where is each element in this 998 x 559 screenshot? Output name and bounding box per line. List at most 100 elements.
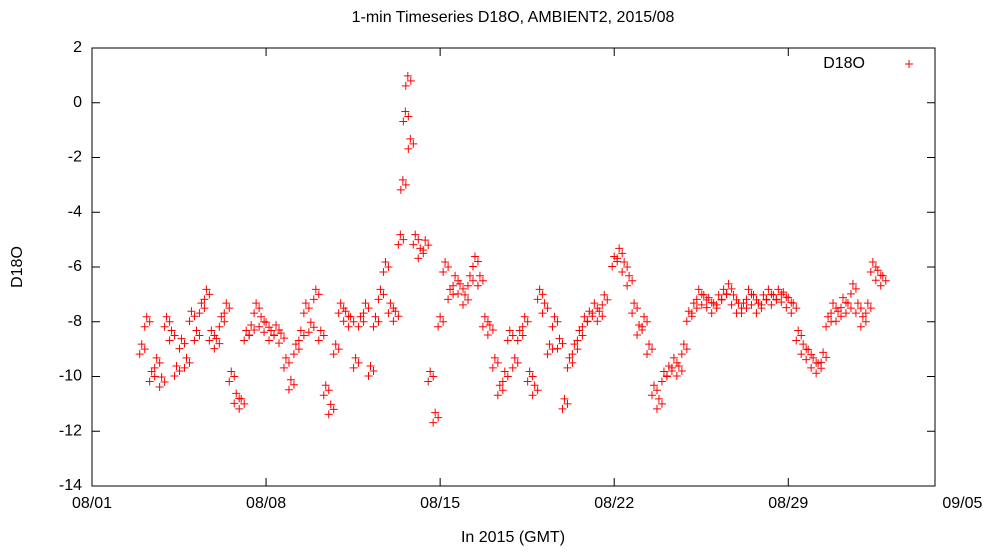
point (727, 290, 741, 309)
point (160, 312, 174, 331)
point (220, 299, 234, 318)
point (454, 279, 468, 298)
point (667, 353, 681, 372)
point (543, 340, 557, 359)
point (329, 340, 343, 359)
point (404, 134, 418, 153)
y-tick-label: -6 (68, 258, 82, 275)
point (498, 367, 512, 386)
point (294, 326, 308, 345)
chart-title: 1-min Timeseries D18O, AMBIENT2, 2015/08 (352, 9, 675, 26)
point (697, 290, 711, 309)
point (468, 252, 482, 271)
point (364, 362, 378, 381)
point (851, 299, 865, 318)
point (309, 285, 323, 304)
point (374, 285, 388, 304)
point (568, 340, 582, 359)
point (518, 312, 532, 331)
x-tick-label: 09/05 (942, 495, 982, 512)
point (205, 326, 219, 345)
point (444, 285, 458, 304)
x-tick-label: 08/01 (72, 495, 112, 512)
point (866, 258, 880, 276)
point (344, 312, 358, 331)
point (752, 299, 766, 318)
point (274, 329, 288, 348)
point (324, 400, 338, 419)
point (389, 307, 403, 326)
x-tick-label: 08/15 (420, 495, 460, 512)
point (250, 299, 264, 318)
point (817, 348, 831, 367)
point (513, 326, 527, 345)
point (140, 312, 154, 331)
point (682, 307, 696, 326)
point (787, 299, 801, 318)
point (434, 312, 448, 331)
point (483, 320, 497, 339)
point (628, 299, 642, 318)
point (643, 340, 657, 359)
point (802, 345, 816, 364)
point (623, 271, 637, 290)
x-axis-label: In 2015 (GMT) (461, 529, 565, 546)
point (200, 285, 214, 304)
point (190, 326, 204, 345)
point (638, 312, 652, 331)
point (672, 362, 686, 381)
point (553, 334, 567, 353)
x-tick-label: 08/08 (246, 495, 286, 512)
point (145, 367, 159, 386)
point (225, 367, 239, 386)
point (488, 353, 502, 372)
point (861, 299, 875, 318)
point (687, 299, 701, 318)
y-axis-label: D18O (9, 246, 26, 288)
point (677, 340, 691, 359)
point (827, 299, 841, 318)
point (747, 290, 761, 309)
point (449, 271, 463, 290)
point (463, 271, 477, 290)
point (652, 394, 666, 413)
point (349, 353, 363, 372)
plot-border (91, 47, 936, 487)
point (608, 252, 622, 271)
point (732, 299, 746, 318)
point (170, 362, 184, 381)
point (299, 299, 313, 318)
point (379, 258, 393, 276)
point (493, 381, 507, 400)
point (846, 279, 860, 298)
point (384, 299, 398, 318)
point (473, 271, 487, 290)
point (155, 372, 169, 391)
point (279, 353, 293, 372)
point (165, 326, 179, 345)
point (185, 307, 199, 326)
y-tick-label: 2 (73, 39, 82, 56)
point (289, 340, 303, 359)
point (150, 353, 164, 372)
point (573, 326, 587, 345)
point (334, 299, 348, 318)
y-tick-label: -4 (68, 203, 82, 220)
point (369, 312, 383, 331)
point (792, 326, 806, 345)
x-tick-label: 08/22 (594, 495, 634, 512)
point (210, 334, 224, 353)
point (563, 353, 577, 372)
point (856, 312, 870, 331)
point (175, 334, 189, 353)
point (876, 271, 890, 290)
point (354, 312, 368, 331)
legend-label: D18O (823, 55, 865, 72)
point (215, 312, 229, 331)
point (618, 258, 632, 276)
point (424, 367, 438, 386)
point (503, 326, 517, 345)
y-tick-label: 0 (73, 94, 82, 111)
point (429, 408, 443, 427)
